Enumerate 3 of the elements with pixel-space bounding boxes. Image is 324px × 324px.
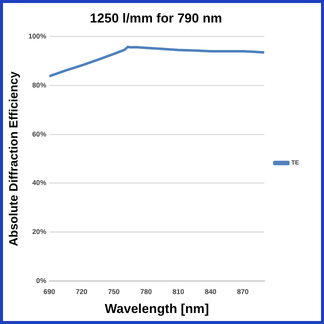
x-axis-title: Wavelength [nm] bbox=[104, 300, 209, 316]
y-axis-title: Absolute Diffraction Efficiency bbox=[6, 71, 21, 246]
chart-title: 1250 l/mm for 790 nm bbox=[90, 10, 222, 26]
